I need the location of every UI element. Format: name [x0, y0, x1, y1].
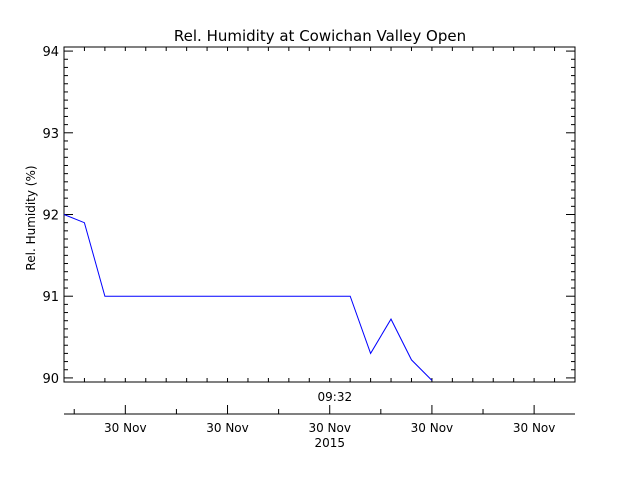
x-date-tick-label: 30 Nov: [308, 421, 351, 435]
x-axis-date-ticks: [73, 405, 535, 414]
y-axis-tick-labels: 90 91 92 93 94: [42, 45, 59, 387]
chart-title: Rel. Humidity at Cowichan Valley Open: [174, 27, 466, 45]
humidity-series-line: [63, 214, 433, 381]
x-date-tick-label: 30 Nov: [104, 421, 147, 435]
x-axis-date-labels: 30 Nov 30 Nov 30 Nov 30 Nov 30 Nov: [104, 421, 555, 435]
y-axis-ticks: [64, 50, 575, 379]
x-axis-inner-ticks: [63, 47, 576, 382]
x-date-tick-label: 30 Nov: [411, 421, 454, 435]
y-tick-label: 93: [42, 127, 59, 142]
x-axis-year-label: 2015: [314, 436, 345, 450]
y-tick-label: 90: [42, 372, 59, 387]
y-axis-label: Rel. Humidity (%): [24, 165, 38, 270]
y-tick-label: 91: [42, 290, 59, 305]
x-date-tick-label: 30 Nov: [513, 421, 556, 435]
y-tick-label: 92: [42, 209, 59, 224]
x-date-tick-label: 30 Nov: [206, 421, 249, 435]
y-tick-label: 94: [42, 45, 59, 60]
series-layer: [63, 214, 433, 381]
x-axis-time-label: 09:32: [318, 390, 353, 404]
